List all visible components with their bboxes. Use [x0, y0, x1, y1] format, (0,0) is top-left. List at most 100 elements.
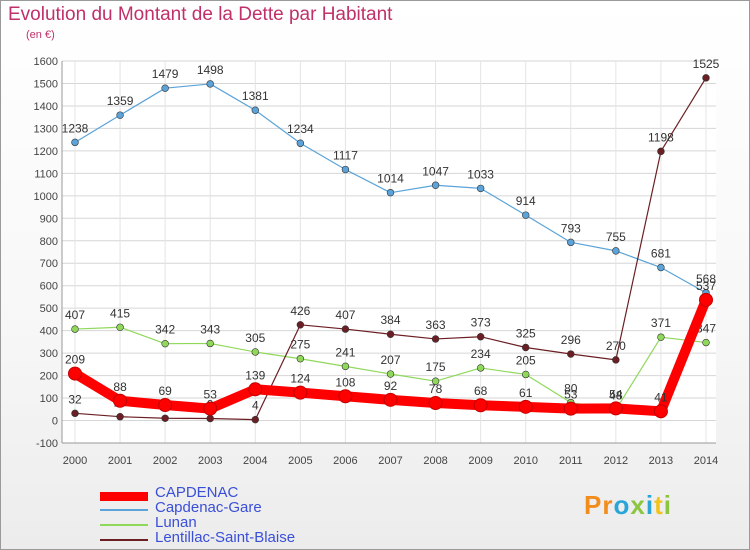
y-tick-label: 1400: [34, 101, 58, 113]
y-tick-label: 200: [40, 371, 58, 383]
plot-area: [62, 61, 716, 443]
data-point: [116, 413, 124, 421]
y-tick-label: 1600: [34, 56, 58, 68]
data-point: [386, 188, 395, 197]
y-tick-label: 1500: [34, 78, 58, 90]
logo-letter: i: [645, 490, 655, 520]
data-label: 209: [65, 353, 85, 367]
data-point: [608, 401, 623, 416]
data-point: [116, 111, 124, 119]
data-label: 53: [204, 388, 218, 402]
data-label: 537: [696, 279, 716, 293]
y-tick-label: 900: [40, 213, 58, 225]
legend-label: Capdenac-Gare: [155, 499, 262, 516]
data-point: [522, 343, 530, 352]
data-label: 32: [68, 392, 82, 406]
chart-subtitle: (en €): [26, 29, 55, 41]
data-point: [431, 335, 440, 343]
data-point: [518, 399, 533, 414]
data-label: 325: [516, 327, 536, 341]
x-tick-label: 2013: [649, 455, 673, 467]
data-point: [161, 414, 169, 422]
x-tick-label: 2009: [468, 455, 492, 467]
data-label: 1479: [152, 67, 179, 81]
data-label: 681: [651, 247, 671, 261]
data-label: 78: [429, 382, 443, 396]
data-label: 175: [426, 360, 446, 374]
data-label: 92: [384, 379, 398, 393]
y-tick-label: 500: [40, 303, 58, 315]
y-tick-label: 0: [52, 416, 58, 428]
data-label: 139: [245, 368, 265, 382]
data-label: 1359: [107, 94, 134, 108]
y-tick-label: 1200: [34, 146, 58, 158]
y-tick-label: 400: [40, 326, 58, 338]
logo-letter: P: [584, 490, 603, 520]
data-point: [657, 263, 665, 272]
data-label: 914: [516, 194, 536, 208]
data-label: 1525: [693, 57, 720, 71]
data-label: 1117: [333, 149, 358, 163]
data-label: 54: [609, 387, 623, 401]
data-point: [476, 364, 485, 372]
data-label: 1033: [467, 167, 494, 181]
data-point: [612, 247, 620, 255]
data-label: 41: [654, 390, 668, 404]
logo-letter: x: [630, 490, 646, 520]
data-label: 363: [426, 318, 446, 332]
data-label: 1198: [648, 130, 674, 144]
logo-letter: t: [654, 490, 664, 520]
data-point: [657, 147, 665, 156]
x-tick-label: 2010: [513, 455, 537, 467]
x-tick-label: 2001: [108, 455, 132, 467]
data-label: 275: [290, 338, 310, 352]
y-tick-label: 1100: [34, 168, 58, 180]
data-point: [248, 382, 263, 397]
legend-swatch: [100, 539, 148, 541]
data-point: [161, 84, 169, 92]
data-point: [206, 414, 214, 423]
data-label: 61: [519, 386, 533, 400]
data-label: 426: [290, 304, 310, 318]
data-label: 384: [380, 313, 400, 327]
data-point: [293, 385, 308, 400]
y-tick-label: 100: [40, 393, 58, 405]
data-point: [341, 325, 350, 333]
data-label: 207: [380, 353, 400, 367]
y-tick-label: 1300: [34, 123, 58, 135]
data-point: [702, 74, 710, 82]
data-point: [473, 398, 488, 413]
data-point: [563, 401, 578, 416]
data-point: [383, 392, 398, 407]
y-tick-label: 1000: [34, 191, 58, 203]
data-point: [71, 325, 79, 333]
data-label: 48: [609, 389, 623, 403]
data-label: 305: [245, 331, 265, 345]
data-label: 793: [561, 221, 581, 235]
data-label: 124: [290, 372, 310, 386]
data-point: [431, 377, 440, 385]
data-point: [476, 184, 485, 193]
data-point: [431, 181, 440, 189]
data-point: [653, 404, 668, 419]
data-point: [71, 409, 79, 418]
y-tick-label: 800: [40, 236, 58, 248]
logo-letter: i: [663, 490, 672, 520]
x-tick-label: 2006: [333, 455, 357, 467]
data-point: [161, 339, 169, 348]
x-tick-label: 2008: [423, 455, 447, 467]
data-point: [476, 333, 485, 341]
legend-label: CAPDENAC: [155, 484, 239, 501]
data-point: [657, 333, 665, 341]
x-tick-label: 2003: [198, 455, 222, 467]
logo-letter: r: [602, 490, 614, 520]
chart-title: Evolution du Montant de la Dette par Hab…: [8, 4, 393, 25]
data-label: 80: [564, 382, 578, 396]
data-point: [567, 238, 575, 247]
data-label: 407: [65, 308, 85, 322]
data-point: [113, 393, 128, 408]
data-label: 342: [155, 323, 175, 337]
data-label: 270: [606, 339, 626, 353]
data-label: 568: [696, 272, 716, 286]
